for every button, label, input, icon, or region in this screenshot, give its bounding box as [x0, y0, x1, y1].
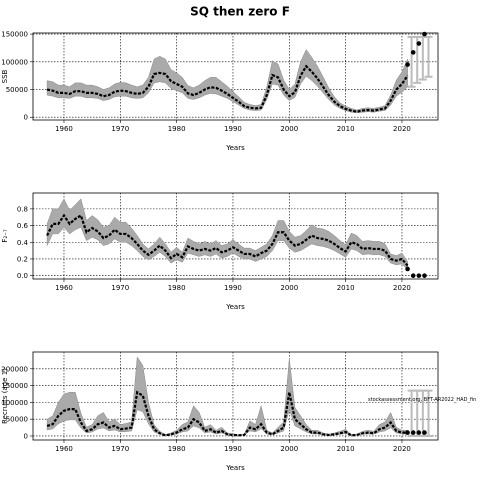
x-tick-label: 2000	[280, 125, 298, 133]
forecast-point	[416, 430, 422, 435]
x-tick-label: 2010	[337, 125, 355, 133]
y-axis-label: SSB	[1, 69, 9, 83]
y-tick-label: 150000	[1, 382, 28, 390]
x-tick-label: 1960	[55, 445, 73, 453]
y-axis-label: F₂₋₇	[1, 229, 9, 243]
x-axis-label: Years	[225, 464, 245, 472]
y-axis-label: Recruits (age 1)	[1, 368, 9, 424]
x-tick-label: 2020	[393, 445, 411, 453]
x-tick-label: 2020	[393, 284, 411, 292]
forecast-point	[422, 430, 427, 435]
x-axis-label: Years	[225, 303, 245, 311]
y-tick-label: 0	[24, 432, 28, 440]
forecast-point	[410, 273, 416, 278]
plot-frame	[32, 351, 439, 441]
x-tick-label: 1990	[224, 284, 242, 292]
forecast-point	[416, 41, 422, 46]
forecast-point	[410, 50, 416, 55]
x-tick-label: 1980	[168, 445, 186, 453]
estimate-line	[46, 390, 408, 437]
x-tick-label: 1980	[168, 125, 186, 133]
x-tick-label: 2020	[393, 125, 411, 133]
y-tick-label: 0.8	[17, 205, 28, 213]
y-tick-label: 0	[24, 114, 28, 122]
forecast-point	[416, 273, 422, 278]
y-tick-label: 0.0	[17, 272, 28, 280]
confidence-band	[46, 49, 408, 114]
y-tick-label: 50000	[6, 86, 28, 94]
x-tick-label: 1980	[168, 284, 186, 292]
x-tick-label: 1970	[111, 284, 129, 292]
y-tick-label: 100000	[1, 58, 28, 66]
forecast-point	[405, 266, 410, 272]
forecast-point	[410, 430, 416, 435]
x-tick-label: 2010	[337, 284, 355, 292]
x-tick-label: 1970	[111, 445, 129, 453]
annotation: stockassessment.org, BFT-AR2022_HAD_fin	[368, 397, 476, 403]
x-tick-label: 2000	[280, 445, 298, 453]
plot-frame	[32, 192, 439, 280]
estimate-line	[46, 213, 409, 267]
x-tick-label: 1960	[55, 125, 73, 133]
chart-title: SQ then zero F	[190, 5, 290, 19]
y-tick-label: 0.6	[17, 222, 29, 230]
y-tick-label: 0.2	[17, 255, 28, 263]
y-tick-label: 200000	[1, 365, 28, 373]
x-tick-label: 1960	[55, 284, 73, 292]
x-tick-label: 1990	[224, 445, 242, 453]
forecast-point	[422, 31, 427, 37]
y-tick-label: 0.4	[17, 239, 29, 247]
y-tick-label: 100000	[1, 399, 28, 407]
x-tick-label: 1970	[111, 125, 129, 133]
forecast-point	[422, 273, 427, 278]
x-tick-label: 2010	[337, 445, 355, 453]
x-tick-label: 1990	[224, 125, 242, 133]
x-axis-label: Years	[225, 144, 245, 152]
y-tick-label: 50000	[6, 416, 28, 424]
forecast-point	[405, 62, 410, 67]
x-tick-label: 2000	[280, 284, 298, 292]
forecast-point	[405, 430, 410, 435]
plot-frame	[32, 32, 439, 121]
y-tick-label: 150000	[1, 31, 28, 39]
